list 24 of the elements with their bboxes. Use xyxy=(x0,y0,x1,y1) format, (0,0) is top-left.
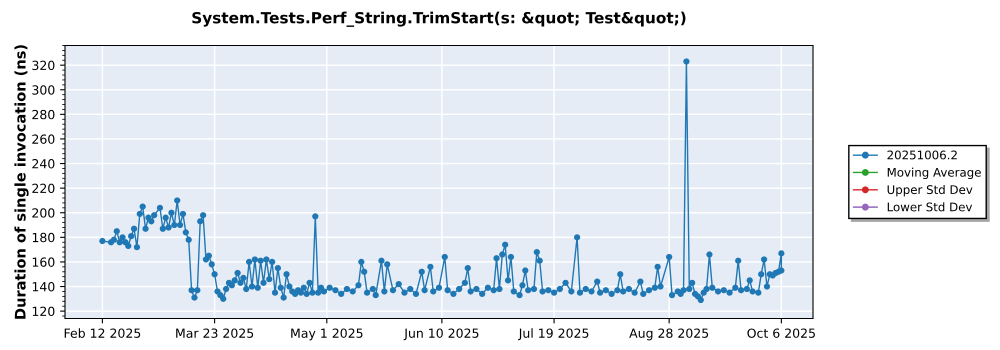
legend-label: Upper Std Dev xyxy=(888,184,972,196)
x-tick-label: Feb 12 2025 xyxy=(64,328,140,338)
y-tick-label: 120 xyxy=(32,306,54,316)
y-tick-label: 260 xyxy=(32,134,54,144)
y-tick-label: 160 xyxy=(32,257,54,267)
x-tick-label: Aug 28 2025 xyxy=(629,328,708,340)
y-tick-label: 140 xyxy=(32,282,54,292)
x-tick-label: Mar 23 2025 xyxy=(176,328,254,338)
chart-title: System.Tests.Perf_String.TrimStart(s: &quot; Test&quot;) xyxy=(192,12,686,27)
y-tick-label: 240 xyxy=(32,159,54,168)
y-tick-label: 180 xyxy=(32,232,54,242)
legend-label: 20251006.2 xyxy=(887,150,957,160)
y-tick-label: 320 xyxy=(32,60,54,70)
y-tick-label: 220 xyxy=(32,184,54,194)
x-tick-label: Jul 19 2025 xyxy=(518,328,588,340)
y-tick-label: 300 xyxy=(32,85,54,95)
x-tick-label: Oct 6 2025 xyxy=(747,328,815,338)
legend-label: Moving Average xyxy=(888,168,981,180)
y-axis-title: Duration of single invocation (ns) xyxy=(14,45,29,319)
y-tick-label: 200 xyxy=(32,208,54,218)
x-tick-label: May 1 2025 xyxy=(291,328,362,340)
x-tick-label: Jun 10 2025 xyxy=(404,328,478,340)
legend-label: Lower Std Dev xyxy=(888,202,972,212)
y-tick-label: 280 xyxy=(32,110,54,120)
